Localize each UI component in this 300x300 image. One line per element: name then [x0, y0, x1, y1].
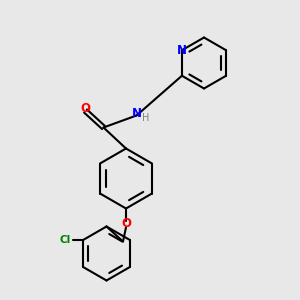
Text: N: N — [131, 106, 142, 120]
Text: O: O — [121, 217, 131, 230]
Text: Cl: Cl — [59, 235, 71, 245]
Text: H: H — [142, 113, 150, 123]
Text: N: N — [177, 44, 187, 57]
Text: O: O — [80, 101, 91, 115]
